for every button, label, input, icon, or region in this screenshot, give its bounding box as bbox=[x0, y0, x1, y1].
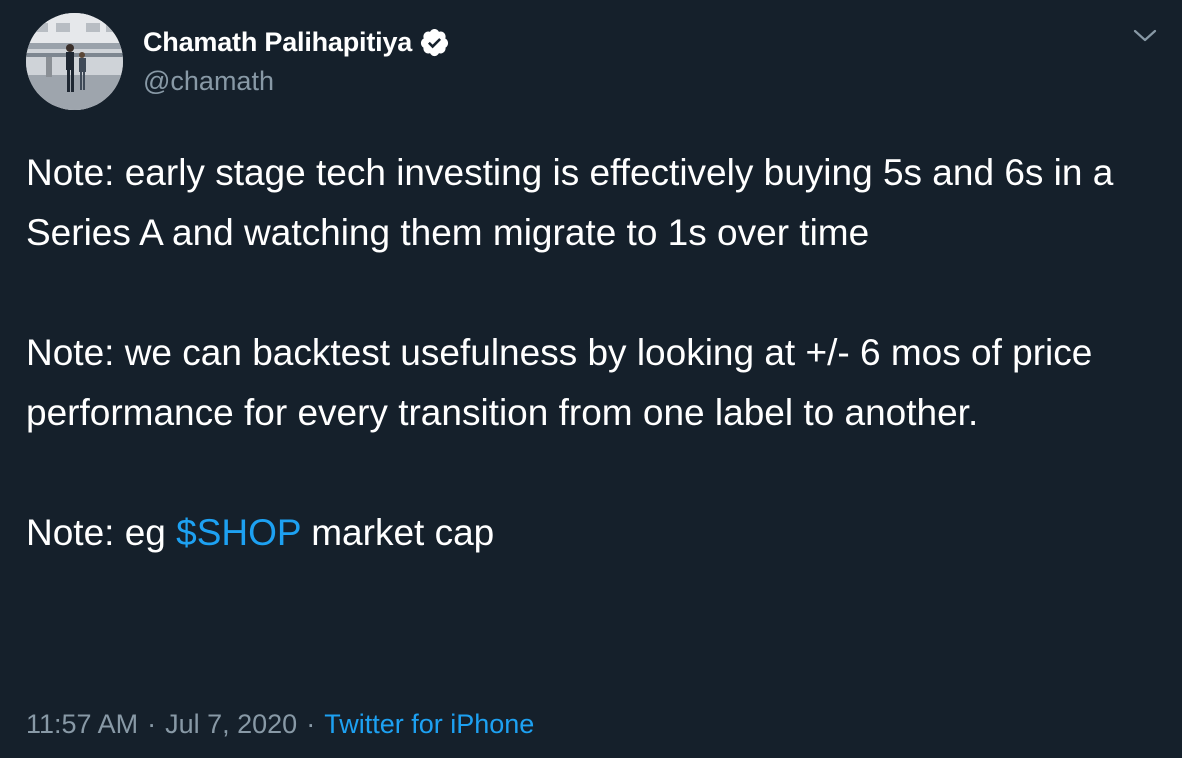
verified-badge-icon bbox=[419, 27, 450, 58]
tweet-paragraph-3-prefix: Note: eg bbox=[26, 512, 177, 553]
tweet-paragraph-1: Note: early stage tech investing is effe… bbox=[26, 152, 1114, 253]
cashtag-link[interactable]: $SHOP bbox=[176, 512, 301, 553]
chevron-down-icon[interactable] bbox=[1132, 25, 1158, 45]
tweet-paragraph-2: Note: we can backtest usefulness by look… bbox=[26, 332, 1093, 433]
avatar-photo bbox=[26, 13, 123, 110]
tweet-time[interactable]: 11:57 AM bbox=[26, 709, 139, 739]
meta-separator-2: · bbox=[306, 709, 316, 739]
author-block[interactable]: Chamath Palihapitiya @chamath bbox=[143, 24, 450, 97]
meta-separator: · bbox=[147, 709, 157, 739]
author-name-row: Chamath Palihapitiya bbox=[143, 24, 450, 60]
tweet-date[interactable]: Jul 7, 2020 bbox=[165, 709, 298, 739]
tweet-paragraph-3: Note: eg $SHOP market cap bbox=[26, 503, 1166, 563]
author-handle[interactable]: @chamath bbox=[143, 66, 274, 96]
tweet-text: Note: early stage tech investing is effe… bbox=[26, 143, 1166, 563]
avatar[interactable] bbox=[26, 13, 123, 110]
author-display-name[interactable]: Chamath Palihapitiya bbox=[143, 26, 413, 57]
tweet-source-link[interactable]: Twitter for iPhone bbox=[324, 709, 535, 739]
tweet-metadata: 11:57 AM · Jul 7, 2020 · Twitter for iPhone bbox=[26, 709, 534, 740]
tweet-paragraph-3-suffix: market cap bbox=[300, 512, 495, 553]
